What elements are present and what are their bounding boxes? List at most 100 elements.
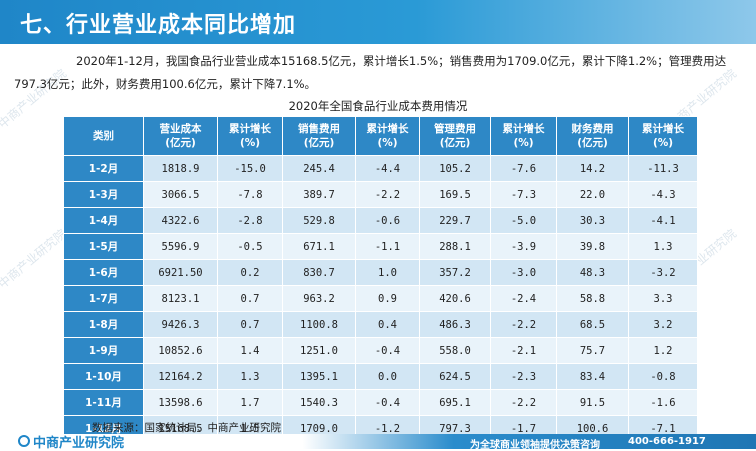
table-cell: 357.2	[419, 259, 491, 286]
header-text: 累计增长	[502, 123, 545, 135]
table-cell: 0.7	[217, 285, 283, 312]
table-cell: -2.2	[355, 181, 420, 208]
table-cell: 30.3	[556, 207, 629, 234]
table-cell: 48.3	[556, 259, 629, 286]
table-cell: 3066.5	[143, 181, 218, 208]
table-row: 1-2月 1818.9 -15.0 245.4 -4.4 105.2 -7.6 14.2 -11…	[63, 155, 698, 182]
table-cell: 75.7	[556, 337, 629, 364]
table-cell: 229.7	[419, 207, 491, 234]
table-cell: 1251.0	[282, 337, 356, 364]
table-row: 1-4月 4322.6 -2.8 529.8 -0.6 229.7 -5.0 30.3 -4.1	[63, 207, 698, 234]
header-text: 营业成本	[159, 123, 202, 135]
table-cell: -0.4	[355, 337, 420, 364]
table-cell: -2.3	[490, 363, 557, 390]
row-period-label: 1-3月	[63, 181, 144, 208]
header-text: 财务费用	[571, 123, 614, 135]
table-cell: 963.2	[282, 285, 356, 312]
table-cell: -0.6	[355, 207, 420, 234]
table-cell: 1.7	[217, 389, 283, 416]
table-cell: 58.8	[556, 285, 629, 312]
table-cell: 288.1	[419, 233, 491, 260]
table-cell: -15.0	[217, 155, 283, 182]
page-title: 七、行业营业成本同比增加	[20, 13, 297, 38]
table-cell: 1.0	[355, 259, 420, 286]
table-row: 1-6月 6921.50 0.2 830.7 1.0 357.2 -3.0 48.3 -3.2	[63, 259, 698, 286]
table-cell: 10852.6	[143, 337, 218, 364]
table-cell: 91.5	[556, 389, 629, 416]
footer-bar	[0, 434, 756, 449]
row-period-label: 1-7月	[63, 285, 144, 312]
table-cell: -3.2	[628, 259, 698, 286]
table-cell: -5.0	[490, 207, 557, 234]
row-period-label: 1-5月	[63, 233, 144, 260]
table-cell: 3.2	[628, 311, 698, 338]
table-cell: -7.6	[490, 155, 557, 182]
table-row: 1-3月 3066.5 -7.8 389.7 -2.2 169.5 -7.3 22.0 -4.3	[63, 181, 698, 208]
table-cell: 695.1	[419, 389, 491, 416]
table-cell: 1818.9	[143, 155, 218, 182]
table-cell: 1540.3	[282, 389, 356, 416]
header-text: (亿元)	[439, 137, 471, 149]
table-cell: -4.3	[628, 181, 698, 208]
header-text: 类别	[93, 130, 114, 142]
table-cell: 68.5	[556, 311, 629, 338]
table-cell: 1.3	[217, 363, 283, 390]
header-text: (%)	[652, 137, 674, 149]
watermark: 中商产业研究院	[0, 226, 70, 292]
row-period-label: 1-6月	[63, 259, 144, 286]
footer-slogan: 为全球商业领袖提供决策咨询	[470, 440, 600, 451]
logo-text: 中商产业研究院	[33, 435, 125, 451]
table-cell: 529.8	[282, 207, 356, 234]
table-body: 1-2月 1818.9 -15.0 245.4 -4.4 105.2 -7.6 14.2 -11…	[63, 155, 698, 442]
table-cell: -11.3	[628, 155, 698, 182]
table-cell: 3.3	[628, 285, 698, 312]
table-cell: -1.6	[628, 389, 698, 416]
footer-logo: 中商产业研究院	[18, 434, 125, 451]
table-cell: 0.4	[355, 311, 420, 338]
table-cell: 420.6	[419, 285, 491, 312]
table-cell: 0.7	[217, 311, 283, 338]
table-cell: -1.1	[355, 233, 420, 260]
table-header-cell: 累计增长 (%)	[628, 116, 698, 156]
table-cell: 1.2	[628, 337, 698, 364]
table-cell: 105.2	[419, 155, 491, 182]
table-header-cell: 财务费用 (亿元)	[556, 116, 629, 156]
table-cell: -3.0	[490, 259, 557, 286]
table-row: 1-10月 12164.2 1.3 1395.1 0.0 624.5 -2.3 83.4 -0.…	[63, 363, 698, 390]
footer-phone: 400-666-1917	[628, 436, 706, 447]
table-cell: 4322.6	[143, 207, 218, 234]
table-cell: 9426.3	[143, 311, 218, 338]
header-text: (亿元)	[303, 137, 335, 149]
header-text: 销售费用	[298, 123, 340, 135]
source-note: 数据来源：国家统计局、中商产业研究院	[92, 422, 281, 434]
table-cell: -0.4	[355, 389, 420, 416]
table-cell: 1100.8	[282, 311, 356, 338]
table-cell: 83.4	[556, 363, 629, 390]
table-header-cell: 管理费用 (亿元)	[419, 116, 491, 156]
table-cell: -2.1	[490, 337, 557, 364]
table-cell: 6921.50	[143, 259, 218, 286]
table-cell: 22.0	[556, 181, 629, 208]
header-text: (%)	[239, 137, 261, 149]
header-text: (亿元)	[577, 137, 608, 149]
table-header-cell: 累计增长 (%)	[355, 116, 420, 156]
table-cell: 169.5	[419, 181, 491, 208]
table-cell: 14.2	[556, 155, 629, 182]
table-cell: 12164.2	[143, 363, 218, 390]
table-cell: 624.5	[419, 363, 491, 390]
header-text: 管理费用	[434, 123, 476, 135]
table-cell: 1.3	[628, 233, 698, 260]
table-cell: -2.4	[490, 285, 557, 312]
row-period-label: 1-4月	[63, 207, 144, 234]
table-cell: 245.4	[282, 155, 356, 182]
table-cell: -7.8	[217, 181, 283, 208]
table-cell: 8123.1	[143, 285, 218, 312]
table-cell: 13598.6	[143, 389, 218, 416]
header-text: 累计增长	[229, 123, 271, 135]
table-cell: 830.7	[282, 259, 356, 286]
table-cell: 5596.9	[143, 233, 218, 260]
table-row: 1-5月 5596.9 -0.5 671.1 -1.1 288.1 -3.9 39.8 1.3	[63, 233, 698, 260]
table-cell: -3.9	[490, 233, 557, 260]
header-text: 累计增长	[642, 123, 684, 135]
table-header-cell: 营业成本 (亿元)	[143, 116, 218, 156]
